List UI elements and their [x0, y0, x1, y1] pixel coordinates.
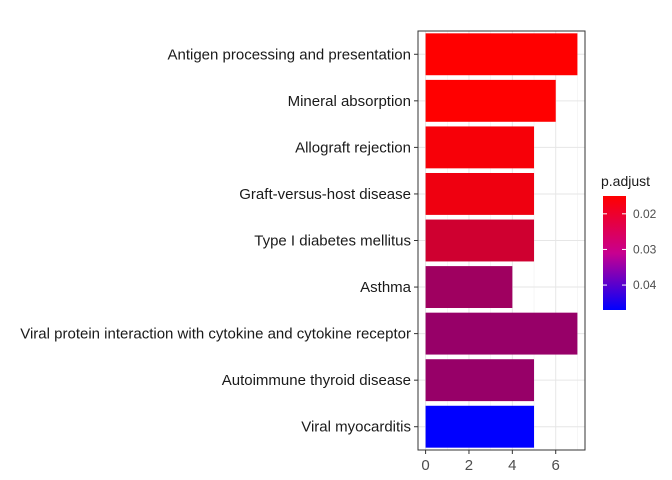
x-tick-label: 4 — [508, 457, 516, 474]
bar — [425, 266, 513, 309]
legend: p.adjust 0.02 0.03 0.04 — [601, 173, 657, 310]
bars — [425, 33, 578, 448]
category-label: Viral myocarditis — [301, 419, 411, 436]
bar — [425, 405, 535, 448]
category-label: Allograft rejection — [295, 139, 411, 156]
category-label: Type I diabetes mellitus — [254, 233, 411, 250]
category-label: Asthma — [360, 279, 412, 296]
legend-tick-label: 0.04 — [633, 278, 657, 292]
category-label: Viral protein interaction with cytokine … — [20, 326, 411, 343]
x-tick-label: 6 — [552, 457, 560, 474]
bar — [425, 219, 535, 262]
bar — [425, 172, 535, 215]
bar — [425, 126, 535, 169]
category-label: Antigen processing and presentation — [167, 46, 411, 63]
legend-tick-label: 0.02 — [633, 207, 657, 221]
category-label: Graft-versus-host disease — [239, 186, 411, 203]
bar — [425, 312, 578, 355]
bar — [425, 33, 578, 76]
category-label: Autoimmune thyroid disease — [222, 372, 411, 389]
category-labels: Antigen processing and presentation Miner… — [20, 46, 418, 436]
category-label: Mineral absorption — [288, 93, 411, 110]
legend-tick-label: 0.03 — [633, 242, 657, 256]
legend-title: p.adjust — [601, 173, 650, 189]
x-tick-label: 2 — [465, 457, 473, 474]
legend-colorbar — [603, 196, 626, 310]
x-axis: 0 2 4 6 — [421, 450, 560, 474]
legend-ticks: 0.02 0.03 0.04 — [603, 207, 657, 292]
bar — [425, 359, 535, 402]
bar — [425, 79, 556, 122]
x-tick-label: 0 — [421, 457, 429, 474]
